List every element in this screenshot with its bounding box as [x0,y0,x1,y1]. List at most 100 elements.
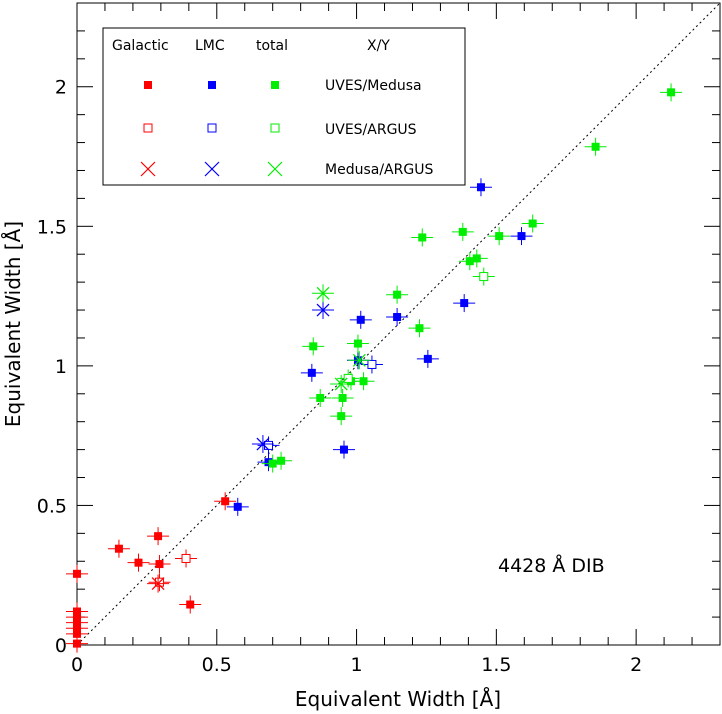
data-point [226,497,249,516]
x-tick-label: 1 [351,654,363,676]
y-tick-label: 0.5 [37,495,67,517]
marker-cross-b [151,577,165,591]
marker-cross-b [316,303,330,317]
marker-square [353,339,362,348]
data-point [472,267,495,286]
data-point [346,334,369,353]
data-point [179,595,202,614]
data-point [386,285,409,304]
legend-header-galactic: Galactic [112,38,169,54]
y-tick-label: 1 [55,356,67,378]
one-to-one-line [76,2,721,646]
data-point [214,492,237,511]
legend-row-label-medusa-argus: Medusa/ARGUS [325,162,433,178]
data-point [352,372,375,391]
data-point [175,549,198,568]
data-point [510,227,533,246]
marker-square [528,219,537,228]
legend-box [102,27,466,186]
marker-square [472,254,481,263]
plot-frame [76,2,721,646]
marker-square [465,257,474,266]
data-point [332,440,355,459]
y-tick-label: 1.5 [37,216,67,238]
data-point [302,337,325,356]
marker-square [114,544,123,553]
x-axis-label: Equivalent Width [Å] [295,687,501,711]
data-point [147,527,170,546]
data-point [270,451,293,470]
data-point [330,375,353,394]
legend-marker-cross-b [204,161,220,177]
marker-square [423,354,432,363]
marker-open-square [367,359,377,369]
x-tick-label: 2 [630,654,642,676]
marker-square [73,639,81,648]
data-point [147,574,170,593]
legend-marker-square [271,81,279,89]
marker-square [393,290,402,299]
x-tick-label: 0 [71,654,83,676]
legend-marker [207,123,217,133]
marker-square [309,342,318,351]
marker-square [460,299,469,308]
marker-square [667,88,676,97]
marker-square [186,600,195,609]
data-point [331,388,354,407]
data-point [386,308,409,327]
legend: Galactic LMC total X/Y UVES/Medusa UVES/… [102,27,466,186]
marker-square [264,458,273,467]
data-point [66,634,88,653]
legend-row-label-uves-argus: UVES/ARGUS [325,122,417,138]
legend-marker-open-square [143,123,153,133]
legend-header-xy: X/Y [367,38,390,54]
legend-marker [270,123,280,133]
data-point [148,555,171,574]
legend-marker [204,161,220,177]
data-point [360,355,383,374]
legend-marker [144,81,152,89]
marker-square [134,558,143,567]
marker-square [591,142,600,151]
legend-marker [267,161,283,177]
legend-header-total: total [256,38,288,54]
legend-marker-open-square [270,123,280,133]
data-point [309,388,332,407]
y-tick-label: 2 [55,77,67,99]
marker-square [277,456,286,465]
data-point [312,301,335,320]
data-point [348,351,371,370]
legend-marker-cross-b [267,161,283,177]
legend-marker-square [144,81,152,89]
marker-square [476,183,485,192]
marker-square [415,324,424,333]
marker-square [233,502,242,511]
x-tick-label: 0.5 [202,654,232,676]
data-point [584,137,607,156]
data-point [251,435,274,454]
data-point [453,294,476,313]
data-point [416,349,439,368]
marker-square [316,393,325,402]
marker-cross-b [334,377,348,391]
legend-marker [208,81,216,89]
legend-marker [271,81,279,89]
axis-tick-labels: 0 0.5 1 1.5 2 0 0.5 1 1.5 2 [37,77,642,676]
marker-square [339,445,348,454]
marker-square [337,412,346,421]
data-points [66,83,683,653]
data-point [312,284,335,303]
marker-square [393,313,402,322]
axis-ticks [76,2,721,646]
data-point [300,363,323,382]
data-point [330,407,353,426]
marker-square [458,227,467,236]
data-point [349,310,372,329]
data-point [521,214,544,233]
data-point [469,178,492,197]
legend-header-lmc: LMC [195,38,225,54]
marker-open-square [264,440,274,450]
dib-annotation: 4428 Å DIB [498,554,605,577]
marker-square [155,560,164,569]
marker-square [307,368,316,377]
